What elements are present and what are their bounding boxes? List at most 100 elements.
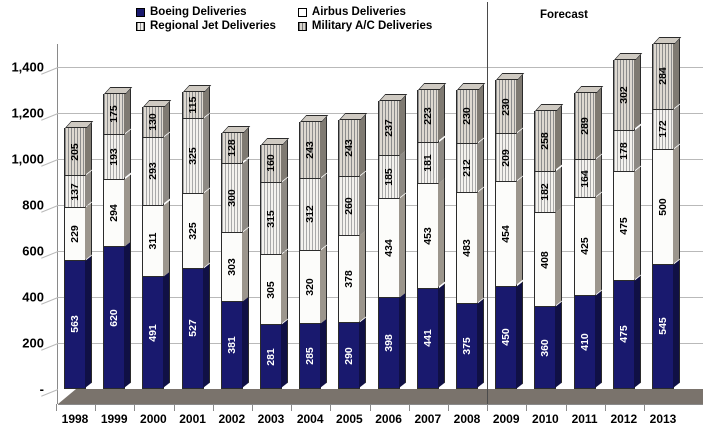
stacked-bar[interactable]: 243 260 378 290 [338, 112, 368, 389]
bar-segment[interactable]: 325 [181, 188, 210, 268]
stacked-bar[interactable]: 130 293 311 491 [142, 100, 172, 389]
bar-segment[interactable]: 193 [103, 129, 132, 179]
bar-segment[interactable]: 164 [573, 154, 602, 197]
bar-segment[interactable]: 475 [612, 275, 641, 389]
stacked-bar[interactable]: 128 300 303 381 [220, 126, 251, 389]
bar-segment[interactable]: 130 [142, 100, 172, 138]
x-axis-tick-label: 2000 [140, 412, 167, 426]
bar-segment[interactable]: 545 [652, 259, 680, 389]
bar-segment[interactable]: 454 [495, 176, 524, 286]
bar-segment[interactable]: 212 [456, 138, 484, 192]
bar-segment[interactable]: 172 [652, 104, 680, 149]
bar-value-label: 320 [303, 278, 316, 296]
bar-segment[interactable]: 181 [416, 137, 445, 184]
bar-segment-side-face [320, 245, 328, 324]
bar-value-label: 130 [147, 113, 160, 131]
stacked-bar[interactable]: 115 325 325 527 [181, 84, 211, 389]
bar-segment[interactable]: 441 [416, 283, 445, 389]
bar-segment[interactable]: 453 [416, 178, 445, 288]
bar-segment[interactable]: 178 [612, 125, 641, 171]
bar-segment[interactable]: 229 [64, 202, 92, 260]
bar-segment[interactable]: 284 [652, 36, 682, 110]
bar-segment[interactable]: 500 [652, 144, 680, 264]
bar-segment[interactable]: 230 [456, 83, 486, 143]
bar-segment[interactable]: 425 [573, 192, 602, 295]
stacked-bar[interactable]: 223 181 453 441 [416, 83, 447, 389]
bar-segment[interactable]: 527 [181, 263, 210, 389]
bar-segment[interactable]: 325 [181, 113, 210, 194]
stacked-bar[interactable]: 230 212 483 375 [456, 83, 486, 389]
bar-segment[interactable]: 620 [103, 241, 132, 389]
bar-segment[interactable]: 175 [103, 87, 133, 135]
bar-segment[interactable]: 205 [64, 121, 94, 176]
bar-segment[interactable]: 300 [220, 158, 249, 232]
bar-segment[interactable]: 258 [534, 104, 564, 171]
bar-segment[interactable]: 434 [377, 193, 406, 298]
bar-segment[interactable]: 209 [495, 128, 524, 182]
bar-segment[interactable]: 375 [456, 298, 484, 389]
bar-segment[interactable]: 260 [338, 171, 367, 236]
bar-segment[interactable]: 491 [142, 271, 171, 389]
bar-segment-side-face [281, 249, 288, 325]
bar-segment[interactable]: 137 [64, 170, 92, 207]
stacked-bar[interactable]: 205 137 229 563 [64, 121, 94, 389]
bar-segment[interactable]: 182 [534, 166, 563, 213]
bar-segment[interactable]: 293 [142, 132, 171, 205]
stacked-bar[interactable]: 237 185 434 398 [377, 93, 407, 389]
bar-segment[interactable]: 398 [377, 292, 406, 389]
bar-segment[interactable]: 115 [181, 84, 211, 119]
stacked-bar[interactable]: 230 209 454 450 [495, 73, 525, 389]
bar-value-label: 230 [460, 107, 473, 126]
bar-segment[interactable]: 243 [338, 112, 368, 176]
bar-segment-side-face [163, 132, 171, 205]
bar-segment[interactable]: 315 [260, 177, 288, 255]
stacked-bar[interactable]: 160 315 305 281 [260, 138, 290, 389]
bar-value-label: 311 [147, 232, 160, 250]
x-axis-tick-label: 2002 [218, 412, 246, 426]
bar-segment[interactable]: 285 [299, 318, 328, 389]
gridline [58, 67, 703, 68]
bar-segment[interactable]: 408 [534, 207, 563, 307]
bar-segment[interactable]: 303 [220, 227, 249, 302]
bar-segment[interactable]: 243 [299, 115, 329, 179]
stacked-bar[interactable]: 284 172 500 545 [652, 36, 682, 389]
x-axis-tick-label: 2010 [532, 412, 559, 426]
bar-segment[interactable]: 320 [299, 245, 328, 324]
bar-segment-side-face [633, 54, 641, 130]
bar-segment[interactable]: 563 [64, 255, 92, 389]
stacked-bar[interactable]: 175 193 294 620 [103, 87, 133, 389]
bar-segment[interactable]: 360 [534, 301, 563, 389]
bar-segment[interactable]: 450 [495, 281, 524, 389]
bar-segment[interactable]: 305 [260, 249, 288, 325]
bar-segment[interactable]: 185 [377, 150, 406, 198]
bar-segment[interactable]: 312 [299, 173, 328, 250]
bar-segment[interactable]: 160 [260, 138, 290, 182]
bar-segment[interactable]: 237 [377, 93, 407, 156]
bar-segment[interactable]: 475 [612, 166, 641, 280]
bar-value-label: 260 [343, 197, 356, 215]
stacked-bar[interactable]: 258 182 408 360 [534, 104, 564, 389]
stacked-bar[interactable]: 243 312 320 285 [299, 115, 329, 389]
bar-segment[interactable]: 483 [456, 187, 484, 303]
bar-segment[interactable]: 311 [142, 200, 171, 277]
bar-value-label: 281 [264, 347, 277, 366]
bar-segment[interactable]: 289 [573, 85, 603, 160]
bar-segment[interactable]: 128 [220, 126, 251, 163]
bar-segment[interactable]: 302 [612, 53, 643, 130]
bar-segment[interactable]: 294 [103, 174, 132, 247]
bar-segment[interactable]: 281 [260, 319, 288, 389]
stacked-bar[interactable]: 302 178 475 475 [612, 53, 643, 389]
legend-item-boeing: Boeing Deliveries [136, 6, 276, 18]
bar-value-label: 563 [68, 315, 81, 334]
bar-value-label: 500 [656, 197, 669, 216]
bar-segment[interactable]: 223 [416, 83, 447, 142]
legend-label-airbus: Airbus Deliveries [311, 6, 406, 18]
bar-segment[interactable]: 230 [495, 73, 525, 134]
bar-segment[interactable]: 381 [220, 296, 249, 389]
bar-segment[interactable]: 410 [573, 290, 602, 389]
bar-segment[interactable]: 290 [338, 317, 367, 389]
bar-segment[interactable]: 378 [338, 230, 367, 323]
stacked-bar[interactable]: 289 164 425 410 [573, 85, 603, 389]
bar-segment-side-face [516, 74, 524, 134]
